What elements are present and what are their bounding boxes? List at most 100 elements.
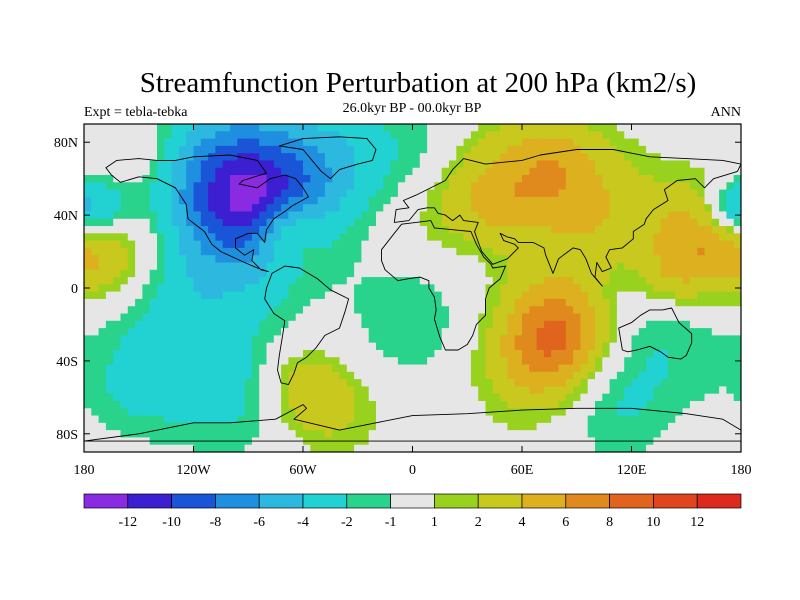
field-cell [529,298,538,307]
field-cell [368,218,377,227]
field-cell [383,342,392,351]
field-cell [500,400,508,409]
field-cell [361,408,370,417]
field-cell [646,175,654,183]
field-cell [602,422,611,431]
field-cell [339,255,348,264]
field-cell [660,415,669,424]
field-cell [529,313,538,322]
lon-tick-label: 120E [617,463,647,478]
field-cell [266,167,275,176]
field-cell [719,124,727,132]
field-cell [646,430,654,439]
field-cell [237,167,246,176]
field-cell [580,175,589,183]
field-cell [266,262,275,271]
field-cell [573,357,581,366]
field-cell [441,342,450,351]
field-cell [609,124,618,132]
field-cell [186,342,195,351]
field-cell [529,196,538,205]
field-cell [339,306,348,315]
field-cell [609,328,618,336]
field-cell [595,153,603,162]
field-cell [135,167,143,176]
field-cell [668,204,676,213]
field-cell [222,284,231,293]
field-cell [127,145,136,154]
field-cell [171,379,180,387]
field-cell [470,284,479,293]
field-cell [397,393,406,402]
field-cell [689,328,698,336]
field-cell [164,284,173,293]
field-cell [609,277,618,285]
field-cell [105,444,114,452]
field-cell [638,408,647,417]
field-cell [208,342,216,351]
field-cell [281,306,289,315]
field-cell [616,255,625,264]
field-cell [354,371,362,380]
field-cell [149,313,158,322]
field-cell [595,211,603,220]
field-cell [682,291,691,300]
field-cell [84,124,92,132]
field-cell [529,226,538,234]
field-cell [551,145,560,154]
field-cell [558,335,567,344]
field-cell [288,298,297,307]
field-cell [675,255,684,264]
field-cell [536,342,545,351]
field-cell [98,430,107,439]
field-cell [558,182,567,191]
field-cell [580,124,589,132]
field-cell [266,393,275,402]
field-cell [178,255,187,264]
field-cell [427,211,435,220]
field-cell [84,313,92,322]
field-cell [558,233,567,242]
field-cell [361,218,370,227]
map-plot-area [84,124,741,452]
field-cell [551,226,560,234]
field-cell [164,313,173,322]
field-cell [653,226,662,234]
field-cell [120,379,129,387]
field-cell [449,291,457,300]
field-cell [273,204,282,213]
field-cell [368,284,377,293]
field-cell [682,430,691,439]
field-cell [427,218,435,227]
field-cell [361,349,370,358]
field-cell [565,444,574,452]
field-cell [631,430,640,439]
field-cell [295,124,304,132]
field-cell [551,400,560,409]
streamfunction-field [84,124,741,452]
field-cell [324,247,333,256]
field-cell [91,386,100,395]
field-cell [98,335,107,344]
field-cell [303,145,311,154]
field-cell [288,364,297,373]
field-cell [303,211,311,220]
field-cell [142,167,151,176]
field-cell [412,284,421,293]
field-cell [113,364,122,373]
field-cell [638,204,647,213]
field-cell [105,167,114,176]
field-cell [660,349,669,358]
field-cell [529,211,538,220]
field-cell [91,226,100,234]
field-cell [595,175,603,183]
field-cell [273,400,282,409]
field-cell [726,342,735,351]
field-cell [631,386,640,395]
field-cell [157,400,165,409]
field-cell [237,284,246,293]
field-cell [222,298,231,307]
field-cell [339,386,348,395]
field-cell [84,196,92,205]
field-cell [324,415,333,424]
